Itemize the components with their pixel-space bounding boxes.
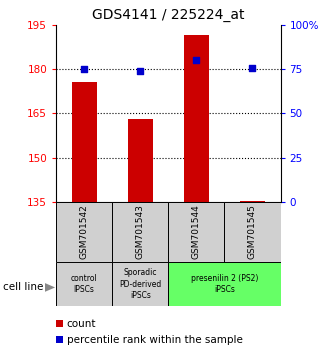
Text: GSM701542: GSM701542 — [80, 205, 89, 259]
Point — [250, 65, 255, 71]
Bar — [128, 119, 153, 202]
Text: GSM701543: GSM701543 — [136, 204, 145, 259]
Text: presenilin 2 (PS2)
iPSCs: presenilin 2 (PS2) iPSCs — [191, 274, 258, 294]
Text: GSM701545: GSM701545 — [248, 204, 257, 259]
Text: Sporadic
PD-derived
iPSCs: Sporadic PD-derived iPSCs — [119, 268, 161, 300]
FancyBboxPatch shape — [168, 262, 280, 306]
Text: control
IPSCs: control IPSCs — [71, 274, 98, 294]
Text: GSM701544: GSM701544 — [192, 205, 201, 259]
Text: percentile rank within the sample: percentile rank within the sample — [67, 335, 243, 345]
FancyBboxPatch shape — [56, 262, 112, 306]
Text: cell line: cell line — [3, 282, 44, 292]
FancyBboxPatch shape — [224, 202, 280, 262]
FancyBboxPatch shape — [56, 202, 112, 262]
Title: GDS4141 / 225224_at: GDS4141 / 225224_at — [92, 8, 245, 22]
Bar — [184, 35, 209, 202]
Point — [82, 66, 87, 72]
FancyBboxPatch shape — [112, 202, 168, 262]
Bar — [72, 82, 97, 202]
Polygon shape — [45, 283, 55, 292]
Bar — [240, 201, 265, 202]
FancyBboxPatch shape — [112, 262, 168, 306]
Point — [194, 57, 199, 63]
Point — [138, 68, 143, 74]
FancyBboxPatch shape — [168, 202, 224, 262]
Text: count: count — [67, 319, 96, 329]
